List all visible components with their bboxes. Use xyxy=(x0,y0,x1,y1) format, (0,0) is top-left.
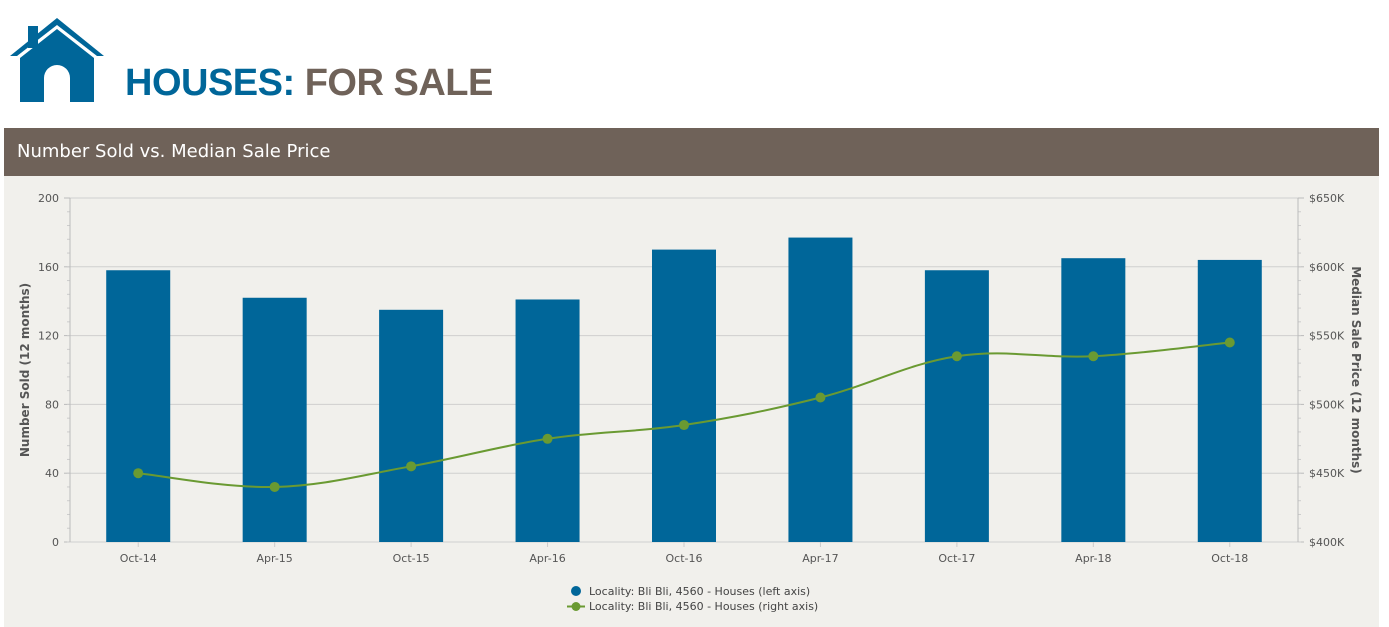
chart-legend: Locality: Bli Bli, 4560 - Houses (left a… xyxy=(566,584,818,614)
y-tick-label: 40 xyxy=(45,467,59,480)
legend-line-marker-icon xyxy=(567,602,585,611)
legend-item-bars[interactable]: Locality: Bli Bli, 4560 - Houses (left a… xyxy=(566,584,818,599)
x-tick-label: Apr-18 xyxy=(1075,552,1111,565)
brand-title: HOUSES: FOR SALE xyxy=(125,62,493,105)
line-point[interactable] xyxy=(269,481,280,492)
y-tick-label: 120 xyxy=(38,330,59,343)
y-tick-label: 80 xyxy=(45,398,59,411)
house-icon xyxy=(10,18,104,102)
y2-tick-label: $400K xyxy=(1309,536,1345,549)
y-tick-label: 160 xyxy=(38,261,59,274)
y-axis-title: Number Sold (12 months) xyxy=(18,283,32,457)
line-point[interactable] xyxy=(951,351,962,362)
bar[interactable] xyxy=(1197,259,1262,542)
y2-tick-label: $650K xyxy=(1309,192,1345,205)
line-point[interactable] xyxy=(1088,351,1099,362)
header: HOUSES: FOR SALE xyxy=(0,0,1389,128)
bar[interactable] xyxy=(1061,258,1126,542)
bar[interactable] xyxy=(242,297,307,542)
brand-title-houses: HOUSES: xyxy=(125,62,295,104)
y2-tick-label: $450K xyxy=(1309,467,1345,480)
bar[interactable] xyxy=(788,237,853,542)
y2-tick-label: $550K xyxy=(1309,330,1345,343)
x-tick-label: Apr-17 xyxy=(802,552,838,565)
x-tick-label: Apr-16 xyxy=(529,552,565,565)
panel-title: Number Sold vs. Median Sale Price xyxy=(17,141,331,162)
legend-label-bars: Locality: Bli Bli, 4560 - Houses (left a… xyxy=(589,585,811,598)
bar[interactable] xyxy=(515,299,580,542)
y-tick-label: 200 xyxy=(38,192,59,205)
line-point[interactable] xyxy=(815,392,826,403)
line-point[interactable] xyxy=(1224,337,1235,348)
line-point[interactable] xyxy=(679,420,689,431)
legend-bar-marker-icon xyxy=(571,586,581,596)
legend-item-line[interactable]: Locality: Bli Bli, 4560 - Houses (right … xyxy=(566,599,818,614)
y-tick-label: 0 xyxy=(52,536,59,549)
panel-header: Number Sold vs. Median Sale Price xyxy=(4,128,1379,176)
y2-axis-title: Median Sale Price (12 months) xyxy=(1349,266,1363,474)
x-tick-label: Oct-17 xyxy=(938,552,975,565)
line-point[interactable] xyxy=(406,461,417,472)
brand-title-for-sale: FOR SALE xyxy=(304,62,494,104)
y2-tick-label: $600K xyxy=(1309,261,1345,274)
x-tick-label: Oct-16 xyxy=(666,552,703,565)
legend-label-line: Locality: Bli Bli, 4560 - Houses (right … xyxy=(589,600,819,613)
x-tick-label: Apr-15 xyxy=(257,552,293,565)
bar[interactable] xyxy=(106,270,171,542)
line-point[interactable] xyxy=(133,468,144,479)
bar[interactable] xyxy=(652,249,716,542)
bar[interactable] xyxy=(379,309,444,542)
x-tick-label: Oct-15 xyxy=(393,552,430,565)
line-point[interactable] xyxy=(542,433,553,444)
x-tick-label: Oct-18 xyxy=(1211,552,1248,565)
bar[interactable] xyxy=(924,270,989,542)
x-tick-label: Oct-14 xyxy=(120,552,157,565)
y2-tick-label: $500K xyxy=(1309,398,1345,411)
